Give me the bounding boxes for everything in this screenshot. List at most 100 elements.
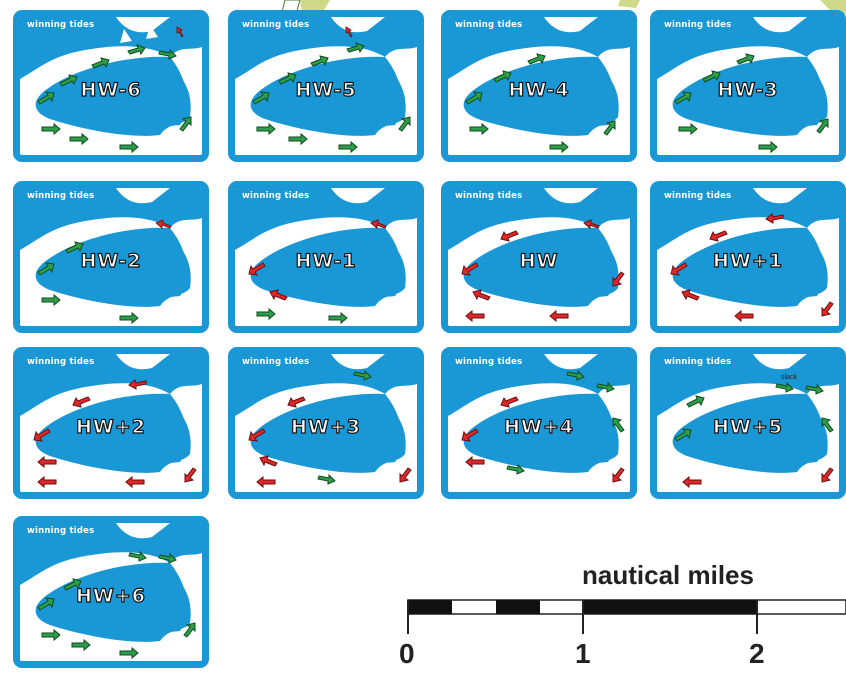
flood-arrow bbox=[37, 91, 55, 105]
flood-arrow bbox=[59, 74, 78, 87]
flood-arrow bbox=[612, 417, 625, 433]
scale-bar bbox=[407, 599, 846, 634]
flood-arrow bbox=[37, 262, 55, 276]
ebb-arrow bbox=[345, 26, 353, 38]
tide-panel-hw-6: winning tides HW-6 bbox=[13, 10, 209, 162]
flood-arrow bbox=[179, 116, 192, 132]
flood-arrow bbox=[674, 91, 692, 105]
tide-time-label: HW-2 bbox=[80, 250, 142, 272]
ebb-arrow bbox=[155, 219, 172, 229]
tide-panel-hw-plus-1: winning tides HW+1 bbox=[650, 181, 846, 333]
ebb-arrow bbox=[128, 379, 147, 390]
ebb-arrow bbox=[765, 213, 784, 224]
tide-map bbox=[448, 17, 630, 155]
flood-arrow bbox=[158, 552, 177, 564]
tide-panel-hw-plus-4: winning tides HW+4 bbox=[441, 347, 637, 499]
scale-title: nautical miles bbox=[582, 560, 754, 590]
ebb-arrow bbox=[612, 467, 625, 483]
panel-title: winning tides bbox=[27, 191, 95, 201]
flood-arrow bbox=[816, 118, 829, 134]
slack-note: slack bbox=[781, 374, 797, 381]
tide-time-label: HW-5 bbox=[295, 79, 357, 101]
ebb-arrow bbox=[549, 309, 569, 323]
panel-title: winning tides bbox=[27, 526, 95, 536]
tide-time-label: HW bbox=[519, 250, 559, 272]
ebb-arrow bbox=[248, 262, 266, 276]
ebb-arrow bbox=[125, 475, 145, 489]
tide-time-label: HW+2 bbox=[75, 416, 146, 438]
tide-panel-hw-1: winning tides HW-1 bbox=[228, 181, 424, 333]
ebb-arrow bbox=[821, 467, 834, 483]
ebb-arrow bbox=[461, 428, 479, 442]
ebb-arrow bbox=[670, 262, 688, 276]
flood-arrow bbox=[63, 578, 82, 591]
flow-arrows bbox=[674, 53, 829, 154]
ebb-arrow bbox=[583, 219, 600, 230]
panel-title: winning tides bbox=[455, 191, 523, 201]
panel-title: winning tides bbox=[664, 191, 732, 201]
tide-map bbox=[657, 354, 839, 492]
flood-arrow bbox=[119, 646, 139, 660]
panel-title: winning tides bbox=[664, 20, 732, 30]
ebb-arrow bbox=[176, 26, 184, 38]
flow-arrows bbox=[37, 26, 192, 154]
ebb-arrow bbox=[72, 396, 91, 408]
tide-map bbox=[235, 17, 417, 155]
flood-arrow bbox=[603, 120, 616, 136]
panel-title: winning tides bbox=[242, 357, 310, 367]
flood-arrow bbox=[549, 140, 569, 154]
tide-panel-hw-plus-2: winning tides HW+2 bbox=[13, 347, 209, 499]
tide-time-label: HW-1 bbox=[295, 250, 357, 272]
flow-arrows bbox=[461, 369, 625, 483]
flood-arrow bbox=[493, 70, 512, 83]
ebb-arrow bbox=[184, 467, 197, 483]
flood-arrow bbox=[328, 311, 348, 325]
ebb-arrow bbox=[821, 301, 834, 317]
flood-arrow bbox=[119, 311, 139, 325]
tide-panel-hw-3: winning tides HW-3 bbox=[650, 10, 846, 162]
flow-arrows bbox=[461, 219, 625, 323]
ebb-arrow bbox=[33, 428, 51, 442]
panel-title: winning tides bbox=[455, 20, 523, 30]
scale-tick-1: 1 bbox=[575, 638, 591, 669]
tide-time-label: HW+5 bbox=[712, 416, 783, 438]
tide-map bbox=[20, 523, 202, 661]
flow-arrows bbox=[674, 381, 834, 489]
flood-arrow bbox=[91, 57, 110, 69]
tide-map bbox=[657, 17, 839, 155]
flood-arrow bbox=[338, 140, 358, 154]
tide-panel-hw-plus-6: winning tides HW+6 bbox=[13, 516, 209, 668]
tide-map bbox=[448, 354, 630, 492]
flood-arrow bbox=[69, 132, 89, 146]
flood-arrow bbox=[527, 53, 546, 65]
flood-arrow bbox=[71, 638, 91, 652]
flood-arrow bbox=[158, 48, 177, 60]
flood-arrow bbox=[821, 417, 834, 433]
ebb-arrow bbox=[734, 309, 754, 323]
flood-arrow bbox=[183, 622, 196, 638]
tide-time-label: HW-4 bbox=[508, 79, 570, 101]
tide-map bbox=[20, 188, 202, 326]
flood-arrow bbox=[310, 55, 329, 67]
ebb-arrow bbox=[269, 289, 288, 301]
ebb-arrow bbox=[259, 455, 278, 467]
flow-arrows bbox=[248, 369, 412, 489]
panel-title: winning tides bbox=[242, 20, 310, 30]
scale-tick-2: 2 bbox=[749, 638, 765, 669]
flood-arrow bbox=[252, 91, 270, 105]
flow-arrows bbox=[248, 219, 387, 325]
flood-arrow bbox=[256, 307, 276, 321]
panel-title: winning tides bbox=[664, 357, 732, 367]
flood-arrow bbox=[758, 140, 778, 154]
ebb-arrow bbox=[500, 230, 519, 242]
tide-panel-hw: winning tides HW bbox=[441, 181, 637, 333]
flood-arrow bbox=[346, 42, 365, 54]
tide-map bbox=[448, 188, 630, 326]
ebb-arrow bbox=[465, 455, 485, 469]
flow-arrows bbox=[33, 379, 197, 489]
flood-arrow bbox=[686, 395, 705, 408]
flood-arrow bbox=[278, 72, 297, 85]
flow-arrows bbox=[37, 219, 172, 325]
panel-title: winning tides bbox=[242, 191, 310, 201]
ebb-arrow bbox=[682, 475, 702, 489]
